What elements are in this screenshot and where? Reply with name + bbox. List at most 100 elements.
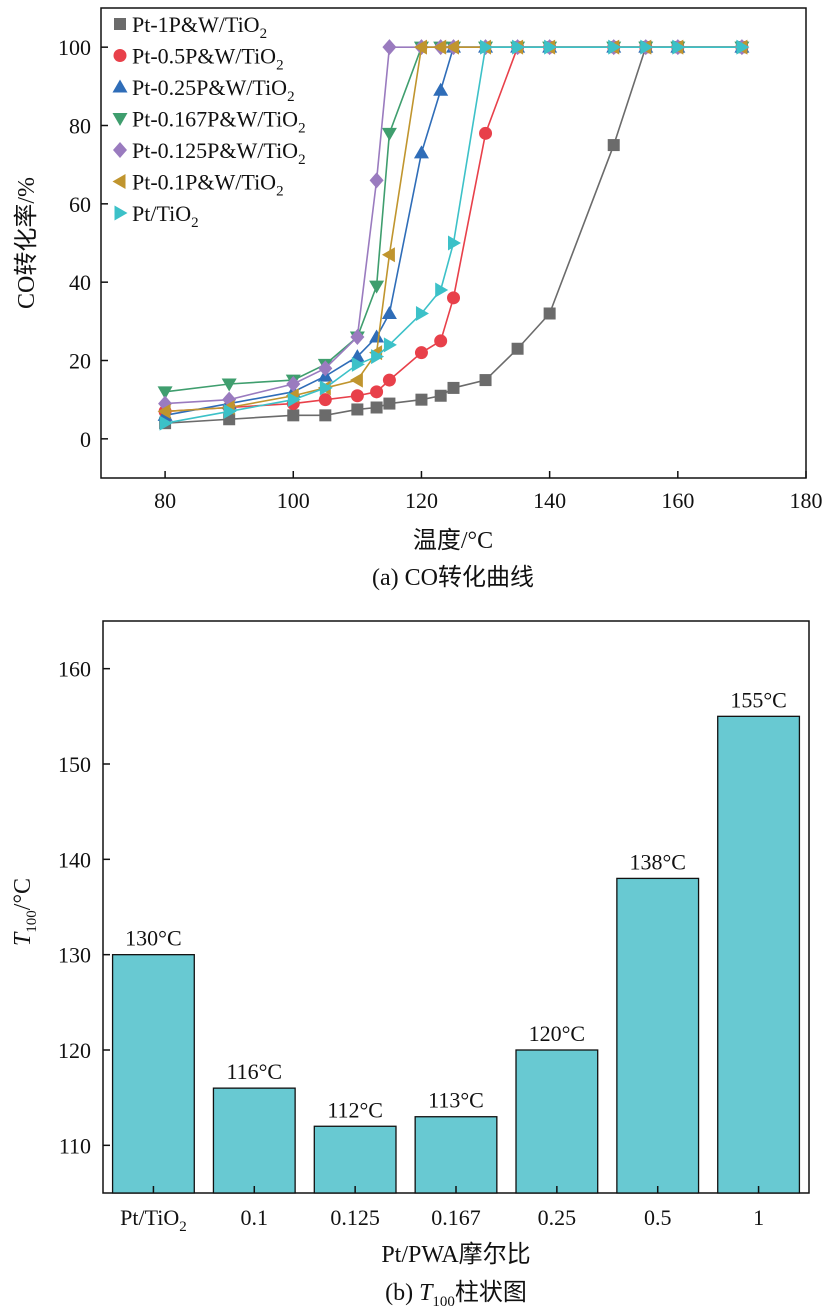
x-tick-label-b-0-167: 0.167	[431, 1205, 481, 1230]
y-tick-label-a-60: 60	[69, 192, 91, 217]
bars-group-b: 130°C 116°C 112°C 113°C 120°C 138°C 155°C	[111, 687, 801, 1194]
point-pt-0-25p-w-tio2-120	[413, 145, 429, 159]
x-tick-label-main-b-0-5: 0.5	[644, 1205, 672, 1230]
point-pt-tio2-160	[672, 39, 686, 55]
bar-pt-tio2	[111, 954, 195, 1194]
y-tick-label-b-120: 120	[58, 1038, 91, 1063]
x-tick-label-main-b-0-25: 0.25	[538, 1205, 577, 1230]
bar-label-0-1: 116°C	[226, 1059, 282, 1084]
legend-label-sub-pt-0-1p-w-tio2: 2	[276, 184, 284, 200]
point-pt-1p-w-tio2-140	[543, 307, 556, 320]
legend-label-main-pt-0-5p-w-tio2: Pt-0.5P&W/TiO	[132, 44, 276, 69]
y-tick-label-b-150: 150	[58, 752, 91, 777]
point-pt-0-1p-w-tio2-80	[157, 403, 171, 419]
point-pt-1p-w-tio2-123	[434, 389, 447, 402]
point-pt-0-5p-w-tio2-105	[318, 393, 332, 407]
legend-marker-pt-0-125p-w-tio2	[113, 142, 127, 158]
point-pt-tio2-90	[223, 403, 237, 419]
point-pt-0-5p-w-tio2-110	[350, 389, 364, 403]
legend-a: Pt-1P&W/TiO2Pt-0.5P&W/TiO2Pt-0.25P&W/TiO…	[112, 12, 306, 231]
point-pt-0-5p-w-tio2-115	[382, 373, 396, 387]
caption-b: (b) T100柱状图	[385, 1279, 527, 1310]
point-pt-tio2-150	[608, 39, 622, 55]
y-axis-title-b-T: T	[10, 931, 36, 946]
x-tick-label-b-1: 1	[753, 1205, 764, 1230]
y-tick-label-b-110: 110	[59, 1133, 91, 1158]
point-pt-1p-w-tio2-105	[319, 409, 332, 422]
x-tick-label-b-pt-tio2: Pt/TiO2	[120, 1205, 187, 1235]
bar-0-25	[515, 1049, 599, 1194]
legend-label-sub-pt-0-5p-w-tio2: 2	[276, 58, 284, 74]
point-pt-0-1p-w-tio2-110	[349, 372, 363, 388]
y-axis-title-a: CO转化率/%	[13, 177, 40, 309]
legend-label-pt-tio2: Pt/TiO2	[132, 201, 199, 231]
point-pt-tio2-123	[435, 282, 449, 298]
point-pt-1p-w-tio2-130	[479, 374, 492, 387]
legend-label-main-pt-0-1p-w-tio2: Pt-0.1P&W/TiO	[132, 170, 276, 195]
line-pt-0-25p-w-tio2	[164, 46, 742, 417]
legend-label-sub-pt-0-125p-w-tio2: 2	[298, 152, 306, 168]
point-pt-tio2-170	[736, 39, 750, 55]
legend-marker-pt-0-167p-w-tio2	[112, 113, 128, 126]
legend-label-pt-0-1p-w-tio2: Pt-0.1P&W/TiO2	[132, 170, 284, 200]
point-pt-0-1p-w-tio2-120	[413, 39, 427, 55]
point-pt-0-125p-w-tio2-115	[382, 39, 397, 56]
legend-label-main-pt-1p-w-tio2: Pt-1P&W/TiO	[132, 12, 260, 37]
point-pt-0-167p-w-tio2-113	[369, 280, 385, 294]
point-pt-0-1p-w-tio2-125	[446, 39, 459, 55]
line-pt-1p-w-tio2	[165, 46, 742, 424]
point-pt-0-25p-w-tio2-115	[381, 306, 397, 319]
x-axis-title-b: Pt/PWA摩尔比	[381, 1241, 530, 1268]
point-pt-tio2-113	[371, 349, 385, 365]
bar-label-0-167: 113°C	[428, 1088, 484, 1113]
bar-0-1	[212, 1087, 296, 1194]
legend-marker-pt-1p-w-tio2	[114, 18, 126, 30]
x-tick-label-b-0-125: 0.125	[330, 1205, 380, 1230]
legend-label-sub-pt-0-25p-w-tio2: 2	[287, 89, 295, 105]
bar-0-125	[313, 1125, 397, 1194]
axis-ticks-a: 80 100 120 140 160 180 0 20 40 60 80 100	[58, 35, 823, 513]
legend-label-pt-0-125p-w-tio2: Pt-0.125P&W/TiO2	[132, 138, 306, 168]
x-tick-label-sub-b-pt-tio2: 2	[179, 1219, 187, 1235]
bar-label-0-5: 138°C	[629, 849, 685, 874]
point-pt-0-125p-w-tio2-105	[318, 360, 333, 377]
line-pt-0-5p-w-tio2	[165, 46, 742, 413]
caption-a: (a) CO转化曲线	[372, 564, 534, 591]
x-tick-label-main-b-pt-tio2: Pt/TiO	[120, 1205, 179, 1230]
x-axis-title-a: 温度/°C	[413, 527, 493, 554]
legend-marker-pt-tio2	[114, 205, 128, 221]
point-pt-1p-w-tio2-150	[607, 139, 620, 152]
line-pt-0-1p-w-tio2	[165, 46, 742, 413]
axis-ticks-b: 110 120 130 140 150 160	[58, 657, 110, 1158]
legend-marker-pt-0-1p-w-tio2	[112, 174, 126, 189]
y-tick-label-a-20: 20	[69, 349, 91, 374]
legend-label-sub-pt-tio2: 2	[191, 215, 199, 231]
point-pt-0-167p-w-tio2-115	[381, 127, 397, 141]
point-pt-0-167p-w-tio2-80	[157, 386, 173, 400]
point-pt-1p-w-tio2-115	[383, 397, 396, 410]
y-tick-label-a-100: 100	[58, 35, 91, 60]
point-pt-0-5p-w-tio2-120	[414, 346, 428, 360]
point-pt-1p-w-tio2-135	[511, 342, 524, 355]
point-pt-tio2-80	[159, 415, 173, 431]
bar-label-pt-tio2: 130°C	[125, 926, 181, 951]
series-pt-tio2	[159, 39, 750, 431]
x-tick-label-b-0-5: 0.5	[644, 1205, 672, 1230]
y-axis-title-b: T100/°C	[10, 878, 40, 946]
point-pt-tio2-140	[544, 39, 558, 55]
x-tick-label-a-140: 140	[533, 488, 566, 513]
caption-b-suffix: 柱状图	[455, 1279, 527, 1306]
point-pt-tio2-125	[448, 235, 461, 251]
point-pt-1p-w-tio2-125	[447, 381, 460, 394]
bar-label-1: 155°C	[730, 687, 786, 712]
legend-label-pt-0-25p-w-tio2: Pt-0.25P&W/TiO2	[132, 75, 295, 105]
point-pt-0-5p-w-tio2-113	[370, 385, 384, 399]
point-pt-0-1p-w-tio2-123	[433, 39, 447, 55]
plot-frame-a	[100, 7, 807, 479]
point-pt-0-125p-w-tio2-110	[350, 329, 365, 345]
point-pt-0-5p-w-tio2-130	[479, 126, 493, 140]
point-pt-1p-w-tio2-100	[287, 409, 300, 422]
point-pt-1p-w-tio2-113	[370, 401, 383, 414]
